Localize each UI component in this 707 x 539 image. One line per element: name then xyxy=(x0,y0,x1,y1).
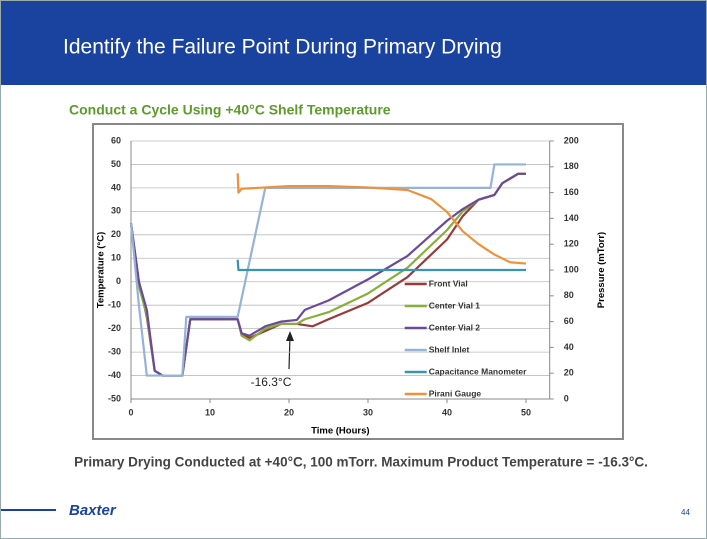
y-tick-label: -30 xyxy=(108,346,121,356)
header-bar xyxy=(1,1,706,85)
x-tick-label: 30 xyxy=(363,407,373,417)
y-tick-label: 40 xyxy=(111,182,121,192)
y-axis-title: Temperature (°C) xyxy=(96,232,107,308)
arrowhead xyxy=(286,331,294,341)
legend-label: Center Vial 2 xyxy=(429,322,481,332)
y2-tick-label: 140 xyxy=(564,213,579,223)
subtitle: Conduct a Cycle Using +40°C Shelf Temper… xyxy=(69,102,391,118)
y-tick-label: -20 xyxy=(108,323,121,333)
y2-tick-label: 0 xyxy=(564,393,569,403)
legend-label: Capacitance Manometer xyxy=(429,366,527,376)
legend-label: Pirani Gauge xyxy=(429,388,482,398)
y2-tick-label: 20 xyxy=(564,368,574,378)
y-tick-label: 10 xyxy=(111,253,121,263)
y2-tick-label: 200 xyxy=(564,135,579,145)
x-axis-title: Time (Hours) xyxy=(311,426,369,437)
y-tick-label: 50 xyxy=(111,159,121,169)
legend-label: Center Vial 1 xyxy=(429,300,481,310)
x-tick-label: 40 xyxy=(442,407,452,417)
y-tick-label: -50 xyxy=(108,393,121,403)
logo: Baxter xyxy=(69,502,117,519)
y2-tick-label: 160 xyxy=(564,187,579,197)
y-tick-label: 30 xyxy=(111,206,121,216)
caption: Primary Drying Conducted at +40°C, 100 m… xyxy=(74,455,648,470)
y2-tick-label: 180 xyxy=(564,161,579,171)
x-tick-label: 10 xyxy=(205,407,215,417)
series-line xyxy=(236,259,526,272)
y2-tick-label: 40 xyxy=(564,342,574,352)
x-tick-label: 0 xyxy=(128,407,133,417)
legend-label: Front Vial xyxy=(429,278,468,288)
y2-tick-label: 100 xyxy=(564,264,579,274)
y2-axis-title: Pressure (mTorr) xyxy=(596,232,607,308)
slide-title: Identify the Failure Point During Primar… xyxy=(63,36,502,59)
annotation: -16.3°C xyxy=(251,375,292,389)
legend-label: Shelf Inlet xyxy=(429,344,470,354)
y2-tick-label: 60 xyxy=(564,316,574,326)
series-line xyxy=(236,173,527,265)
y2-tick-label: 120 xyxy=(564,239,579,249)
series-line xyxy=(129,163,526,377)
x-tick-label: 20 xyxy=(284,407,294,417)
y2-tick-label: 80 xyxy=(564,290,574,300)
x-tick-label: 50 xyxy=(521,407,531,417)
page-number: 44 xyxy=(681,508,690,517)
y-tick-label: -10 xyxy=(108,300,121,310)
y-tick-label: 20 xyxy=(111,229,121,239)
annotation-arrow xyxy=(288,335,291,370)
y-tick-label: -40 xyxy=(108,370,121,380)
y-tick-label: 0 xyxy=(116,276,121,286)
y-tick-label: 60 xyxy=(111,135,121,145)
